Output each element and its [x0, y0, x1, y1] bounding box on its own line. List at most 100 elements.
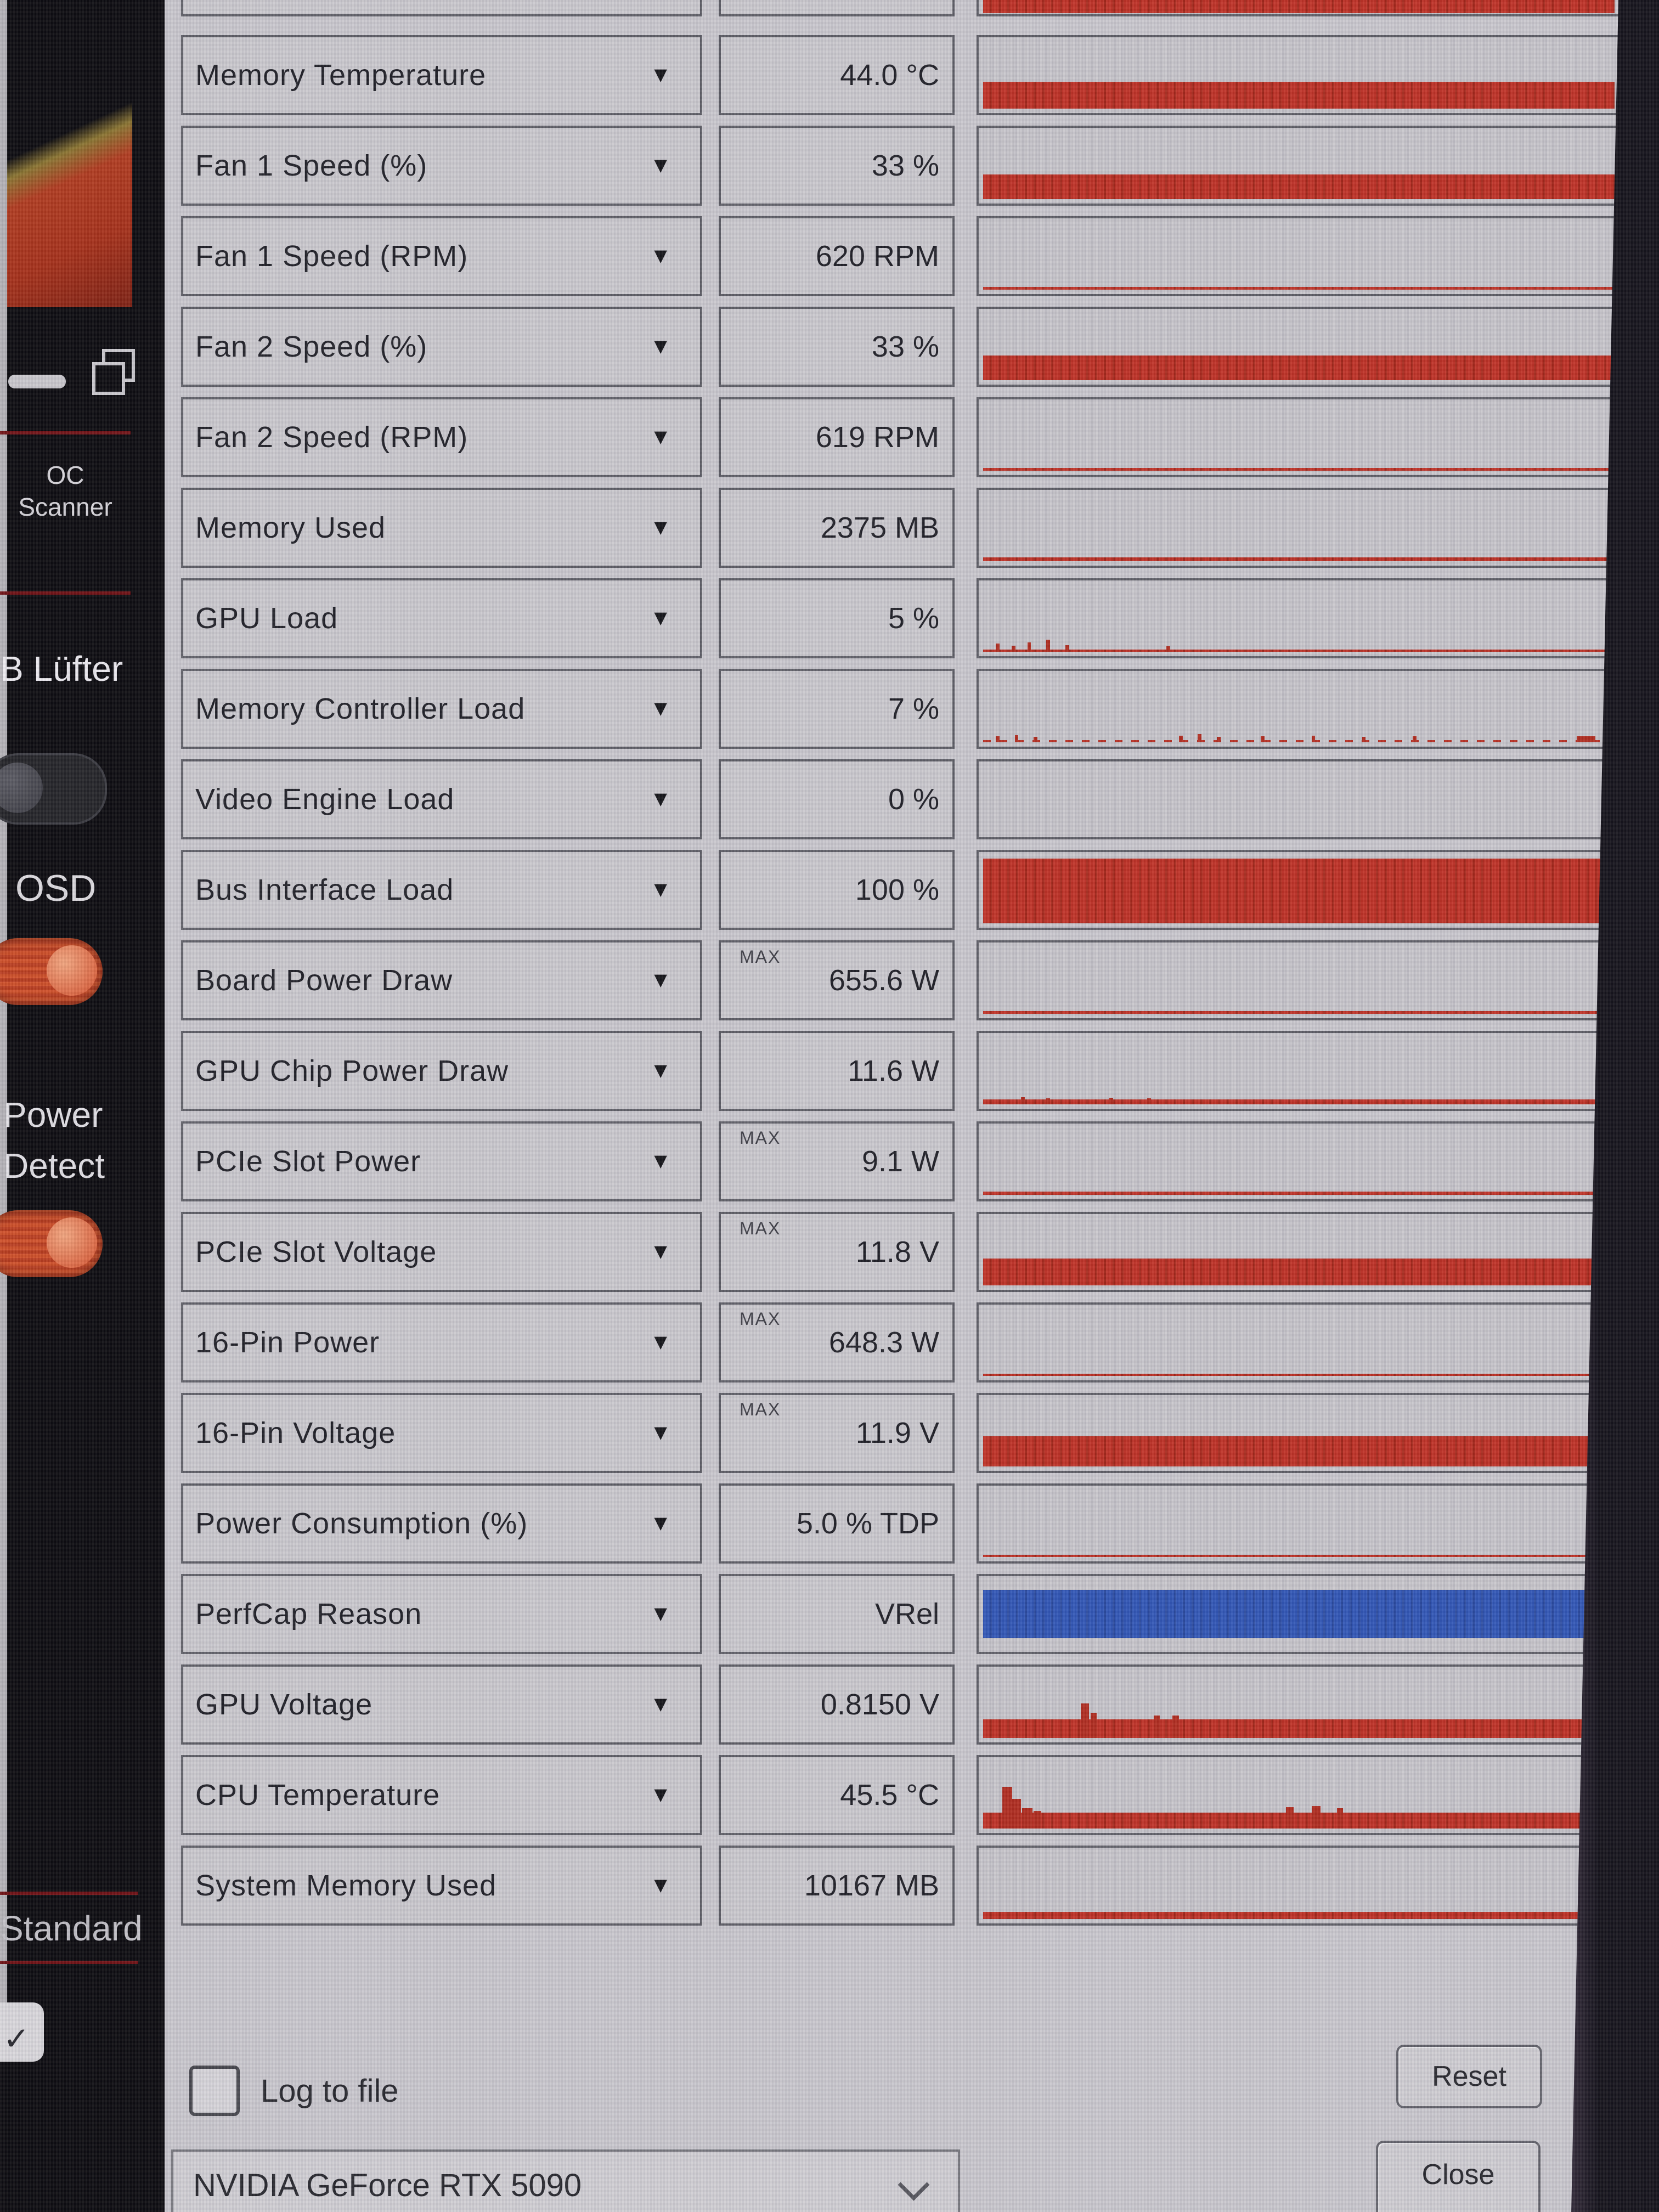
chevron-down-icon	[898, 2169, 930, 2201]
sensor-value-cell[interactable]: 11.6 W	[719, 1031, 955, 1111]
sensor-value-cell[interactable]: MAX 11.9 V	[719, 1393, 955, 1473]
sensor-label: Fan 2 Speed (RPM)	[195, 421, 469, 454]
sensor-graph-plot	[983, 223, 1615, 290]
sensor-value-cell[interactable]: 45.5 °C	[719, 1755, 955, 1835]
sensor-graph-plot	[983, 1037, 1615, 1104]
sensor-value-cell[interactable]: MAX 655.6 W	[719, 940, 955, 1020]
osd-toggle[interactable]	[0, 938, 103, 1005]
sensor-graph-plot	[983, 1490, 1615, 1557]
sensor-value-cell[interactable]: 620 RPM	[719, 216, 955, 296]
dropdown-arrow-icon[interactable]: ▼	[650, 1058, 672, 1083]
sensor-graph-bar	[983, 1911, 1615, 1919]
dropdown-arrow-icon[interactable]: ▼	[650, 63, 672, 87]
dropdown-arrow-icon[interactable]: ▼	[650, 1330, 672, 1355]
sensor-graph-bar	[983, 1099, 1615, 1104]
sensor-value-cell[interactable]: 100 %	[719, 850, 955, 930]
reset-button[interactable]: Reset	[1396, 2045, 1542, 2108]
sensor-value-cell[interactable]: 33 %	[719, 307, 955, 387]
sensor-label: System Memory Used	[195, 1869, 497, 1902]
sensor-label-cell[interactable]: 16-Pin Voltage ▼	[181, 1393, 702, 1473]
sensor-graph-cell	[977, 1664, 1621, 1745]
sensor-label-cell[interactable]: Fan 1 Speed (RPM) ▼	[181, 216, 702, 296]
dropdown-arrow-icon[interactable]: ▼	[650, 696, 672, 721]
restore-window-icon[interactable]	[92, 349, 135, 395]
dropdown-arrow-icon[interactable]: ▼	[650, 1601, 672, 1626]
sensor-graph-spike	[1065, 645, 1069, 652]
sensor-value-cell[interactable]: VRel	[719, 1574, 955, 1654]
sensor-label-cell[interactable]: GPU Voltage ▼	[181, 1664, 702, 1745]
close-button[interactable]: Close	[1376, 2141, 1541, 2212]
dropdown-arrow-icon[interactable]: ▼	[650, 1782, 672, 1807]
sensor-value-cell[interactable]: 5 %	[719, 578, 955, 658]
sensor-label-cell[interactable]: Memory Used ▼	[181, 488, 702, 568]
sensor-row: PCIe Slot Power ▼ MAX 9.1 W	[181, 1121, 1621, 1201]
sidebar-item-oc-scanner[interactable]: OC Scanner	[0, 460, 131, 523]
sensor-label-cell[interactable]: Fan 1 Speed (%) ▼	[181, 126, 702, 206]
sensor-value-cell[interactable]: 33 %	[719, 126, 955, 206]
sensor-graph-spike	[1014, 735, 1019, 742]
sensor-value-cell[interactable]: 0.8150 V	[719, 1664, 955, 1745]
sensor-label-cell[interactable]: Memory Temperature ▼	[181, 35, 702, 115]
sensor-max-badge: MAX	[740, 947, 781, 967]
sensor-value-cell[interactable]: 2375 MB	[719, 488, 955, 568]
sensor-value-cell[interactable]: 44.0 °C	[719, 35, 955, 115]
sensor-label-cell[interactable]: Video Engine Load ▼	[181, 759, 702, 839]
dropdown-arrow-icon[interactable]: ▼	[650, 1692, 672, 1717]
sensor-label-cell[interactable]: CPU Temperature ▼	[181, 1755, 702, 1835]
dropdown-arrow-icon[interactable]: ▼	[650, 787, 672, 811]
dropdown-arrow-icon[interactable]: ▼	[650, 425, 672, 449]
dropdown-arrow-icon[interactable]: ▼	[650, 334, 672, 359]
rgb-luefter-toggle[interactable]	[0, 753, 107, 825]
sensor-value-cell[interactable]: MAX 9.1 W	[719, 1121, 955, 1201]
dropdown-arrow-icon[interactable]: ▼	[650, 606, 672, 630]
sensor-label-cell[interactable]: System Memory Used ▼	[181, 1846, 702, 1926]
dropdown-arrow-icon[interactable]: ▼	[650, 244, 672, 268]
sensor-label-cell[interactable]: Fan 2 Speed (RPM) ▼	[181, 397, 702, 477]
sensor-value-cell[interactable]: 619 RPM	[719, 397, 955, 477]
check-icon[interactable]: ✓	[0, 2002, 44, 2062]
sensor-label-cell[interactable]: GPU Load ▼	[181, 578, 702, 658]
power-detect-toggle[interactable]	[0, 1210, 103, 1277]
sensor-label-cell[interactable]: Bus Interface Load ▼	[181, 850, 702, 930]
sensor-value: 45.5 °C	[840, 1779, 939, 1812]
partial-graph-cell	[977, 0, 1621, 16]
minimize-icon[interactable]	[8, 375, 66, 388]
device-selector[interactable]: NVIDIA GeForce RTX 5090	[171, 2149, 960, 2212]
sensor-value-cell[interactable]: 0 %	[719, 759, 955, 839]
sensor-row: Fan 1 Speed (%) ▼ 33 %	[181, 126, 1621, 206]
sensor-label-cell[interactable]: 16-Pin Power ▼	[181, 1302, 702, 1383]
sensor-label-cell[interactable]: GPU Chip Power Draw ▼	[181, 1031, 702, 1111]
dropdown-arrow-icon[interactable]: ▼	[650, 1873, 672, 1898]
dropdown-arrow-icon[interactable]: ▼	[650, 153, 672, 178]
dropdown-arrow-icon[interactable]: ▼	[650, 877, 672, 902]
sensor-graph-cell	[977, 1483, 1621, 1564]
sensor-graph-plot	[983, 404, 1615, 471]
sensor-label-cell[interactable]: Board Power Draw ▼	[181, 940, 702, 1020]
dropdown-arrow-icon[interactable]: ▼	[650, 515, 672, 540]
sensor-value-cell[interactable]: 5.0 % TDP	[719, 1483, 955, 1564]
dropdown-arrow-icon[interactable]: ▼	[650, 1420, 672, 1445]
log-to-file-checkbox[interactable]	[189, 2066, 240, 2116]
sensor-graph-cell	[977, 850, 1621, 930]
sensor-graph-spike	[1261, 736, 1265, 742]
sensor-value-cell[interactable]: 10167 MB	[719, 1846, 955, 1926]
dropdown-arrow-icon[interactable]: ▼	[650, 1149, 672, 1173]
dropdown-arrow-icon[interactable]: ▼	[650, 968, 672, 992]
sensor-label: PCIe Slot Voltage	[195, 1235, 437, 1268]
sensor-label-cell[interactable]: Memory Controller Load ▼	[181, 669, 702, 749]
sensor-label-cell[interactable]: PCIe Slot Voltage ▼	[181, 1212, 702, 1292]
sensor-value-cell[interactable]: MAX 11.8 V	[719, 1212, 955, 1292]
dropdown-arrow-icon[interactable]: ▼	[650, 1239, 672, 1264]
sensor-value-cell[interactable]: MAX 648.3 W	[719, 1302, 955, 1383]
sensor-graph-spike	[1021, 1097, 1025, 1104]
sensor-row: 16-Pin Voltage ▼ MAX 11.9 V	[181, 1393, 1621, 1473]
sensor-value-cell[interactable]: 7 %	[719, 669, 955, 749]
sensor-label-cell[interactable]: PerfCap Reason ▼	[181, 1574, 702, 1654]
sensor-value: 648.3 W	[828, 1326, 939, 1359]
dropdown-arrow-icon[interactable]: ▼	[650, 1511, 672, 1536]
sensor-label: PerfCap Reason	[195, 1598, 422, 1630]
sensor-label-cell[interactable]: PCIe Slot Power ▼	[181, 1121, 702, 1201]
device-selector-value: NVIDIA GeForce RTX 5090	[193, 2168, 582, 2203]
sensor-label-cell[interactable]: Fan 2 Speed (%) ▼	[181, 307, 702, 387]
sensor-label-cell[interactable]: Power Consumption (%) ▼	[181, 1483, 702, 1564]
